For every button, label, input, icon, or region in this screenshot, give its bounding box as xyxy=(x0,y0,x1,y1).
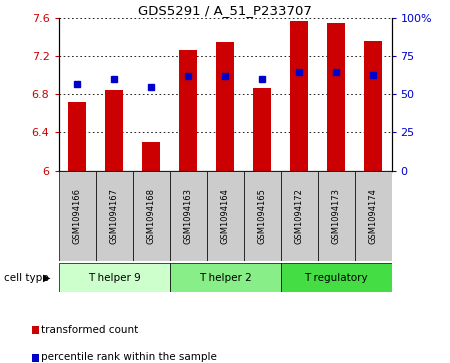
Text: T helper 2: T helper 2 xyxy=(198,273,252,283)
Bar xyxy=(179,50,197,171)
Text: ▶: ▶ xyxy=(43,273,50,283)
Bar xyxy=(280,263,392,292)
Text: percentile rank within the sample: percentile rank within the sample xyxy=(41,352,217,362)
Bar xyxy=(68,102,86,171)
Text: GSM1094174: GSM1094174 xyxy=(369,188,378,244)
Bar xyxy=(216,42,234,171)
Bar xyxy=(170,171,207,261)
Text: GSM1094166: GSM1094166 xyxy=(72,188,81,244)
Bar xyxy=(364,41,382,171)
Text: T helper 9: T helper 9 xyxy=(88,273,140,283)
Text: GSM1094173: GSM1094173 xyxy=(332,188,341,244)
Bar xyxy=(132,171,170,261)
Text: GSM1094165: GSM1094165 xyxy=(257,188,266,244)
Text: GSM1094168: GSM1094168 xyxy=(147,188,156,244)
Bar xyxy=(318,171,355,261)
Text: GSM1094172: GSM1094172 xyxy=(294,188,303,244)
Bar xyxy=(280,171,318,261)
Text: GSM1094167: GSM1094167 xyxy=(109,188,118,244)
Bar xyxy=(253,88,271,171)
Bar xyxy=(105,90,123,171)
Bar xyxy=(142,142,160,171)
Bar xyxy=(355,171,392,261)
Text: transformed count: transformed count xyxy=(41,325,139,335)
Bar xyxy=(327,23,345,171)
Bar xyxy=(95,171,132,261)
Bar xyxy=(207,171,243,261)
Bar xyxy=(290,21,308,171)
Text: GSM1094164: GSM1094164 xyxy=(220,188,230,244)
Title: GDS5291 / A_51_P233707: GDS5291 / A_51_P233707 xyxy=(138,4,312,17)
Text: T regulatory: T regulatory xyxy=(304,273,368,283)
Text: cell type: cell type xyxy=(4,273,49,283)
Bar xyxy=(170,263,280,292)
Bar xyxy=(58,171,95,261)
Text: GSM1094163: GSM1094163 xyxy=(184,188,193,244)
Bar xyxy=(243,171,280,261)
Bar xyxy=(58,263,170,292)
